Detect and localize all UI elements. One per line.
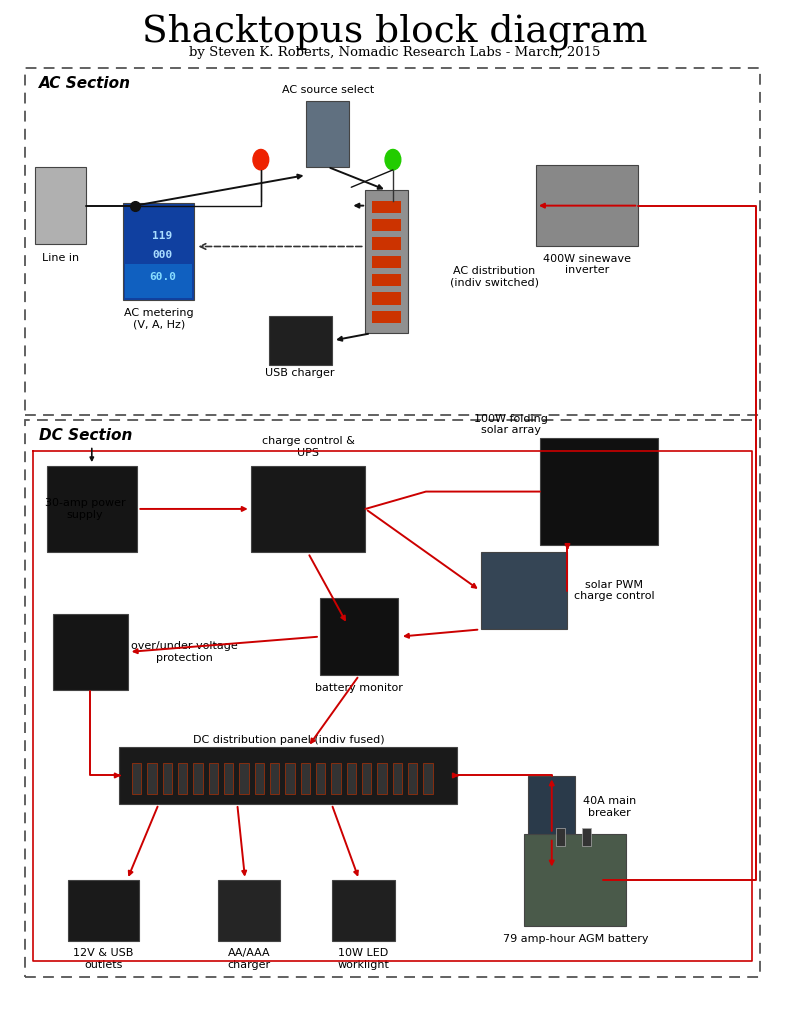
Bar bbox=[53, 613, 128, 690]
Text: 79 amp-hour AGM battery: 79 amp-hour AGM battery bbox=[503, 934, 648, 944]
Text: by Steven K. Roberts, Nomadic Research Labs - March, 2015: by Steven K. Roberts, Nomadic Research L… bbox=[189, 46, 600, 59]
Bar bbox=[346, 763, 356, 794]
Bar bbox=[365, 190, 408, 333]
Bar bbox=[581, 827, 591, 846]
Text: USB charger: USB charger bbox=[265, 368, 335, 378]
Bar bbox=[125, 264, 193, 298]
Text: 119: 119 bbox=[152, 231, 173, 242]
Text: charge control &
UPS: charge control & UPS bbox=[262, 436, 354, 458]
Text: 60.0: 60.0 bbox=[149, 272, 176, 283]
Bar bbox=[377, 763, 387, 794]
Bar bbox=[524, 834, 626, 926]
Bar bbox=[320, 598, 398, 675]
Bar bbox=[481, 552, 567, 629]
Text: over/under voltage
protection: over/under voltage protection bbox=[131, 641, 237, 663]
Text: AC distribution
(indiv switched): AC distribution (indiv switched) bbox=[450, 266, 539, 288]
Bar bbox=[68, 880, 139, 941]
Bar bbox=[119, 748, 458, 804]
Bar bbox=[218, 880, 281, 941]
Text: 10W LED
worklight: 10W LED worklight bbox=[337, 948, 389, 970]
Bar bbox=[35, 167, 86, 244]
Circle shape bbox=[253, 150, 269, 170]
Bar bbox=[408, 763, 417, 794]
Text: 100W folding
solar array: 100W folding solar array bbox=[474, 414, 548, 435]
Circle shape bbox=[385, 150, 401, 170]
Bar bbox=[193, 763, 203, 794]
Bar bbox=[423, 763, 432, 794]
Bar bbox=[255, 763, 264, 794]
Text: AC metering
(V, A, Hz): AC metering (V, A, Hz) bbox=[124, 308, 193, 330]
Bar bbox=[536, 165, 638, 247]
Bar bbox=[331, 880, 394, 941]
Bar bbox=[123, 203, 194, 300]
Text: 30-amp power
supply: 30-amp power supply bbox=[45, 498, 125, 520]
Bar bbox=[132, 763, 141, 794]
Bar bbox=[555, 827, 565, 846]
Text: DC Section: DC Section bbox=[39, 428, 133, 443]
Bar bbox=[540, 438, 658, 545]
Text: DC distribution panel (indiv fused): DC distribution panel (indiv fused) bbox=[193, 735, 384, 744]
Bar bbox=[331, 763, 341, 794]
Bar bbox=[372, 274, 401, 287]
Text: 12V & USB
outlets: 12V & USB outlets bbox=[73, 948, 134, 970]
Text: Line in: Line in bbox=[42, 253, 79, 262]
Bar bbox=[393, 763, 402, 794]
Bar bbox=[372, 311, 401, 324]
Bar bbox=[47, 466, 137, 552]
Text: AC source select: AC source select bbox=[282, 85, 374, 95]
Bar bbox=[372, 238, 401, 250]
Bar bbox=[251, 466, 365, 552]
Bar bbox=[224, 763, 234, 794]
Bar bbox=[316, 763, 325, 794]
Text: 000: 000 bbox=[152, 250, 173, 260]
Bar bbox=[25, 68, 760, 415]
Bar bbox=[270, 763, 279, 794]
Bar bbox=[285, 763, 294, 794]
Bar bbox=[528, 776, 575, 838]
Bar bbox=[306, 101, 350, 167]
Bar bbox=[25, 420, 760, 977]
Bar bbox=[372, 256, 401, 268]
Text: solar PWM
charge control: solar PWM charge control bbox=[574, 580, 654, 601]
Text: battery monitor: battery monitor bbox=[315, 683, 403, 692]
Bar bbox=[372, 293, 401, 305]
Bar bbox=[372, 219, 401, 231]
Bar bbox=[163, 763, 172, 794]
Text: AA/AAA
charger: AA/AAA charger bbox=[227, 948, 271, 970]
Text: 400W sinewave
inverter: 400W sinewave inverter bbox=[543, 254, 631, 275]
Bar bbox=[362, 763, 372, 794]
Bar bbox=[208, 763, 218, 794]
Bar bbox=[301, 763, 310, 794]
Text: 40A main
breaker: 40A main breaker bbox=[583, 797, 637, 818]
Text: AC Section: AC Section bbox=[39, 76, 131, 91]
Bar bbox=[372, 201, 401, 213]
Bar bbox=[178, 763, 187, 794]
Bar bbox=[239, 763, 249, 794]
Bar bbox=[148, 763, 157, 794]
Text: Shacktopus block diagram: Shacktopus block diagram bbox=[142, 13, 647, 50]
Bar bbox=[269, 316, 331, 365]
